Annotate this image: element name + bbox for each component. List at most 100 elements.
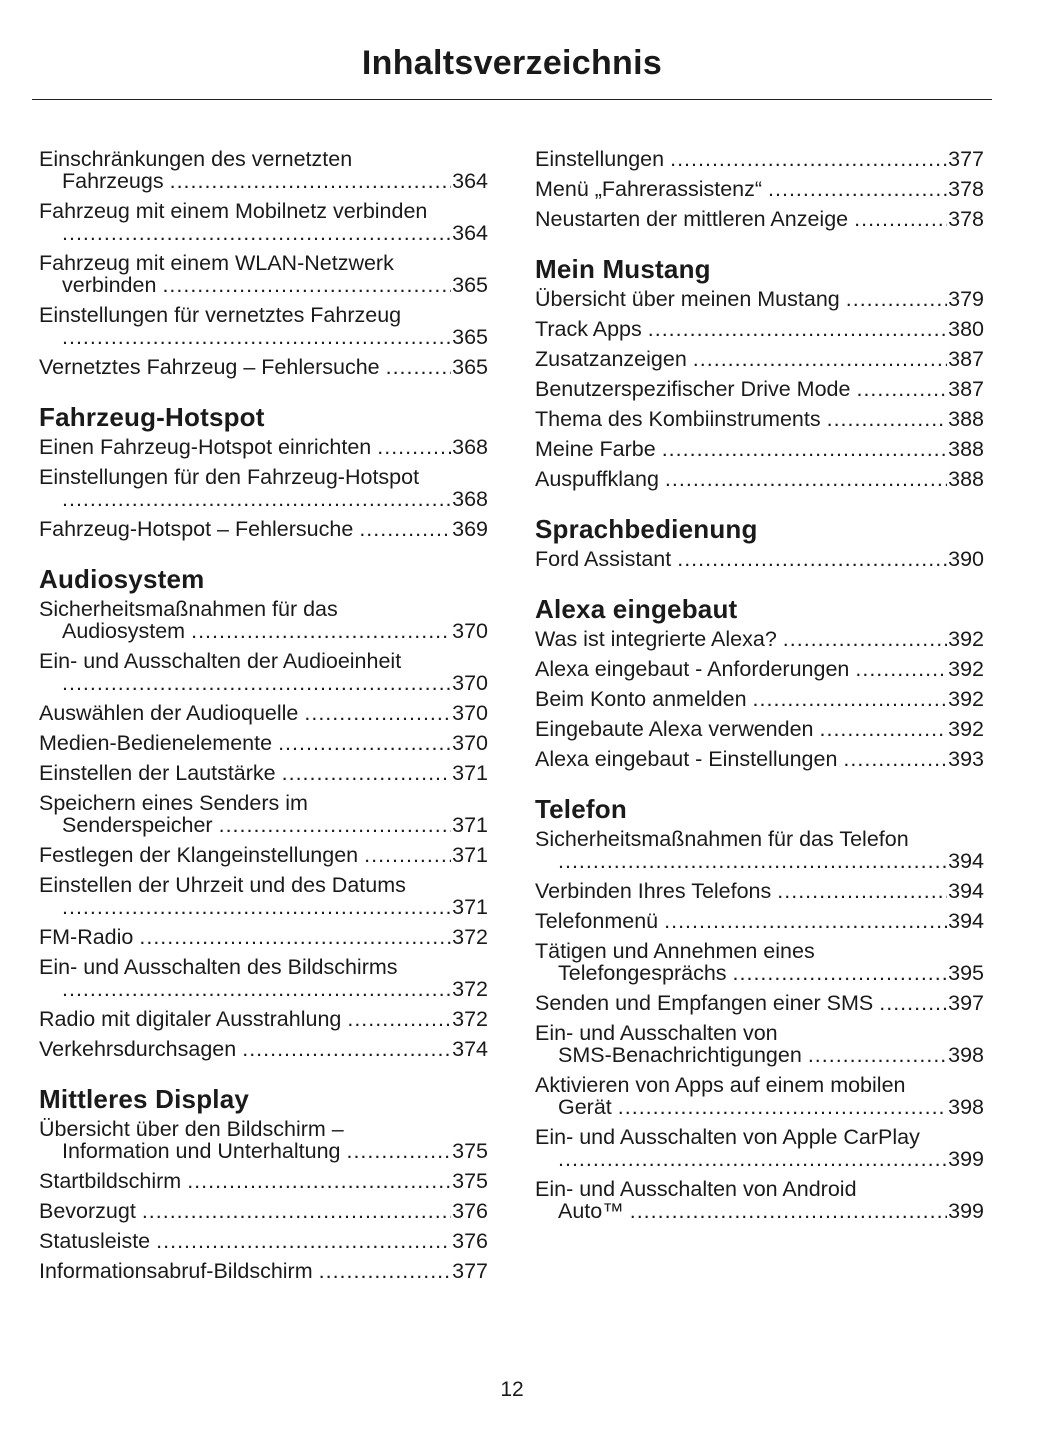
toc-entry[interactable]: Übersicht über meinen Mustang 379 xyxy=(535,288,984,310)
toc-entry[interactable]: Thema des Kombiinstruments 388 xyxy=(535,408,984,430)
toc-entry[interactable]: Track Apps 380 xyxy=(535,318,984,340)
dot-leader xyxy=(62,326,451,348)
toc-entry-title: Einstellen der Uhrzeit und des Datums xyxy=(39,873,406,897)
dot-leader xyxy=(753,688,948,710)
toc-entry[interactable]: Speichern eines Senders im Senderspeicher… xyxy=(39,792,488,836)
toc-entry-line: FM-Radio 372 xyxy=(39,926,488,948)
toc-page-number: 371 xyxy=(452,895,488,919)
section-heading: Mein Mustang xyxy=(535,254,711,284)
toc-entry[interactable]: FM-Radio 372 xyxy=(39,926,488,948)
toc-entry-title: Informationsabruf-Bildschirm xyxy=(39,1259,313,1283)
toc-entry-line: Radio mit digitaler Ausstrahlung 372 xyxy=(39,1008,488,1030)
toc-entry[interactable]: Einstellen der Lautstärke 371 xyxy=(39,762,488,784)
toc-entry[interactable]: Einstellungen für den Fahrzeug-Hotspot 36… xyxy=(39,466,488,510)
toc-entry-title: Eingebaute Alexa verwenden xyxy=(535,717,814,741)
dot-leader xyxy=(558,850,947,872)
toc-page-number: 376 xyxy=(452,1229,488,1253)
toc-entry[interactable]: Einstellungen 377 xyxy=(535,148,984,170)
page-title: Inhaltsverzeichnis xyxy=(361,44,663,82)
toc-entry[interactable]: Was ist integrierte Alexa? 392 xyxy=(535,628,984,650)
toc-entry[interactable]: Tätigen und Annehmen eines Telefongespräc… xyxy=(535,940,984,984)
dot-leader xyxy=(693,348,947,370)
toc-entry[interactable]: Radio mit digitaler Ausstrahlung 372 xyxy=(39,1008,488,1030)
toc-page-number: 393 xyxy=(948,747,984,771)
toc-page-number: 377 xyxy=(948,147,984,171)
toc-page-number: 394 xyxy=(948,909,984,933)
toc-entry[interactable]: Aktivieren von Apps auf einem mobilen Ger… xyxy=(535,1074,984,1118)
toc-entry-title: Tätigen und Annehmen eines xyxy=(535,939,815,963)
toc-entry-title: Statusleiste xyxy=(39,1229,151,1253)
toc-page-number: 371 xyxy=(452,813,488,837)
toc-entry[interactable]: Ein- und Ausschalten des Bildschirms 372 xyxy=(39,956,488,1000)
toc-page-number: 370 xyxy=(452,701,488,725)
toc-entry[interactable]: Zusatzanzeigen 387 xyxy=(535,348,984,370)
toc-entry[interactable]: Telefonmenü 394 xyxy=(535,910,984,932)
toc-entry-line: Einen Fahrzeug-Hotspot einrichten 368 xyxy=(39,436,488,458)
toc-entry[interactable]: Ein- und Ausschalten von Apple CarPlay 39… xyxy=(535,1126,984,1170)
dot-leader xyxy=(377,436,451,458)
toc-entry[interactable]: Neustarten der mittleren Anzeige 378 xyxy=(535,208,984,230)
toc-entry-line: Alexa eingebaut - Anforderungen 392 xyxy=(535,658,984,680)
toc-entry-continuation: 364 xyxy=(39,222,488,244)
toc-entry[interactable]: Benutzerspezifischer Drive Mode 387 xyxy=(535,378,984,400)
toc-entry[interactable]: Bevorzugt 376 xyxy=(39,1200,488,1222)
toc-page-number: 398 xyxy=(948,1043,984,1067)
dot-leader xyxy=(386,356,452,378)
toc-entry[interactable]: Beim Konto anmelden 392 xyxy=(535,688,984,710)
toc-entry[interactable]: Festlegen der Klangeinstellungen 371 xyxy=(39,844,488,866)
toc-page-number: 368 xyxy=(452,435,488,459)
toc-entry[interactable]: Einstellen der Uhrzeit und des Datums 371 xyxy=(39,874,488,918)
toc-entry[interactable]: Informationsabruf-Bildschirm 377 xyxy=(39,1260,488,1282)
toc-entry[interactable]: Einstellungen für vernetztes Fahrzeug 365 xyxy=(39,304,488,348)
toc-entry[interactable]: Ein- und Ausschalten der Audioeinheit 370 xyxy=(39,650,488,694)
toc-page-number: 379 xyxy=(948,287,984,311)
toc-entry-title-continued: Telefongesprächs xyxy=(558,961,727,985)
toc-entry[interactable]: Verbinden Ihres Telefons 394 xyxy=(535,880,984,902)
toc-entry[interactable]: Menü „Fahrerassistenz“ 378 xyxy=(535,178,984,200)
toc-entry-title: Aktivieren von Apps auf einem mobilen xyxy=(535,1073,906,1097)
toc-entry[interactable]: Startbildschirm 375 xyxy=(39,1170,488,1192)
toc-entry[interactable]: Ein- und Ausschalten von SMS-Benachrichti… xyxy=(535,1022,984,1066)
toc-entry[interactable]: Medien-Bedienelemente 370 xyxy=(39,732,488,754)
toc-entry[interactable]: Sicherheitsmaßnahmen für das Telefon 394 xyxy=(535,828,984,872)
toc-entry-title: Was ist integrierte Alexa? xyxy=(535,627,777,651)
toc-entry[interactable]: Eingebaute Alexa verwenden 392 xyxy=(535,718,984,740)
toc-entry[interactable]: Fahrzeug mit einem WLAN-Netzwerk verbinde… xyxy=(39,252,488,296)
dot-leader xyxy=(558,1148,947,1170)
toc-entry-line: Ein- und Ausschalten von xyxy=(535,1022,984,1044)
toc-entry-continuation: Senderspeicher 371 xyxy=(39,814,488,836)
toc-entry[interactable]: Fahrzeug mit einem Mobilnetz verbinden 36… xyxy=(39,200,488,244)
toc-entry-title: Ein- und Ausschalten des Bildschirms xyxy=(39,955,398,979)
toc-entry[interactable]: Einen Fahrzeug-Hotspot einrichten 368 xyxy=(39,436,488,458)
section-heading: Telefon xyxy=(535,794,627,824)
toc-page-number: 365 xyxy=(452,355,488,379)
toc-page-number: 392 xyxy=(948,657,984,681)
toc-entry-line: Thema des Kombiinstruments 388 xyxy=(535,408,984,430)
toc-page-number: 371 xyxy=(452,761,488,785)
toc-entry[interactable]: Auspuffklang 388 xyxy=(535,468,984,490)
toc-entry[interactable]: Verkehrsdurchsagen 374 xyxy=(39,1038,488,1060)
toc-page-number: 368 xyxy=(452,487,488,511)
toc-entry-title-continued: Information und Unterhaltung xyxy=(62,1139,341,1163)
toc-entry-line: Benutzerspezifischer Drive Mode 387 xyxy=(535,378,984,400)
dot-leader xyxy=(843,748,947,770)
toc-entry[interactable]: Statusleiste 376 xyxy=(39,1230,488,1252)
toc-entry-line: Einstellungen für den Fahrzeug-Hotspot xyxy=(39,466,488,488)
toc-entry[interactable]: Alexa eingebaut - Einstellungen 393 xyxy=(535,748,984,770)
toc-entry[interactable]: Vernetztes Fahrzeug – Fehlersuche 365 xyxy=(39,356,488,378)
toc-entry-title: Einstellungen für vernetztes Fahrzeug xyxy=(39,303,402,327)
toc-entry[interactable]: Auswählen der Audioquelle 370 xyxy=(39,702,488,724)
toc-page-number: 395 xyxy=(948,961,984,985)
toc-entry-title: Bevorzugt xyxy=(39,1199,136,1223)
toc-entry[interactable]: Fahrzeug-Hotspot – Fehlersuche 369 xyxy=(39,518,488,540)
toc-entry[interactable]: Ford Assistant 390 xyxy=(535,548,984,570)
toc-page-number: 372 xyxy=(452,1007,488,1031)
toc-entry[interactable]: Meine Farbe 388 xyxy=(535,438,984,460)
toc-entry[interactable]: Alexa eingebaut - Anforderungen 392 xyxy=(535,658,984,680)
dot-leader xyxy=(282,762,451,784)
toc-entry[interactable]: Übersicht über den Bildschirm – Informati… xyxy=(39,1118,488,1162)
toc-entry[interactable]: Senden und Empfangen einer SMS 397 xyxy=(535,992,984,1014)
